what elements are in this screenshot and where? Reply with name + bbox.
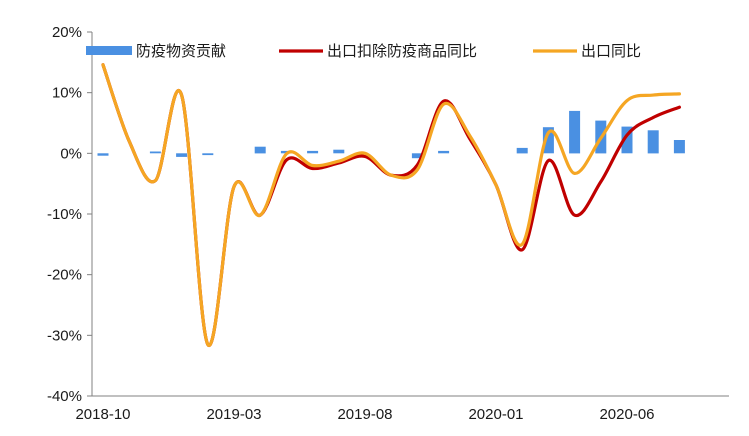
legend-label: 出口同比 <box>581 42 641 60</box>
legend-item: 出口扣除防疫商品同比 <box>279 42 477 60</box>
bar-2020-02 <box>516 147 528 154</box>
legend-label: 出口扣除防疫商品同比 <box>327 42 477 60</box>
bar-2020-03 <box>542 127 554 154</box>
bar-2019-10 <box>411 153 423 159</box>
x-tick-label: 2018-10 <box>75 406 130 423</box>
x-tick-label: 2020-06 <box>599 406 654 423</box>
bar-2020-06 <box>621 126 633 154</box>
bar-2019-01 <box>176 153 188 157</box>
x-tick-label: 2019-03 <box>206 406 261 423</box>
y-tick-label: 0% <box>60 145 82 162</box>
y-tick-label: -30% <box>47 327 82 344</box>
lines-layer <box>101 63 681 347</box>
legend-label: 防疫物资贡献 <box>136 42 226 60</box>
legend: 防疫物资贡献 出口扣除防疫商品同比 出口同比 <box>86 42 641 60</box>
y-tick-label: 10% <box>52 85 82 102</box>
bar-2019-11 <box>438 150 450 154</box>
line-ex-epidemic-yoy <box>101 63 681 347</box>
legend-swatch-bar <box>86 46 132 55</box>
y-tick-label: -10% <box>47 206 82 223</box>
bar-2019-04 <box>254 146 266 154</box>
x-tick-label: 2019-08 <box>337 406 392 423</box>
bar-2020-07 <box>647 130 659 154</box>
y-tick-label: 20% <box>52 24 82 41</box>
bar-2020-04 <box>569 110 581 154</box>
bar-2019-07 <box>333 149 345 154</box>
x-tick-label: 2020-01 <box>468 406 523 423</box>
legend-item: 防疫物资贡献 <box>86 42 226 60</box>
bar-2018-12 <box>149 151 161 154</box>
axes-layer: 20% 10% 0% -10% -20% -30% -40%2018-10 2019-03 20… <box>47 24 729 423</box>
bar-2019-06 <box>307 150 319 154</box>
y-tick-label: -40% <box>47 388 82 405</box>
bar-2020-08 <box>673 140 685 154</box>
bar-2018-10 <box>97 153 109 156</box>
bar-2019-02 <box>202 153 214 156</box>
legend-item: 出口同比 <box>533 42 641 60</box>
line-export-yoy <box>101 63 681 347</box>
y-tick-label: -20% <box>47 267 82 284</box>
